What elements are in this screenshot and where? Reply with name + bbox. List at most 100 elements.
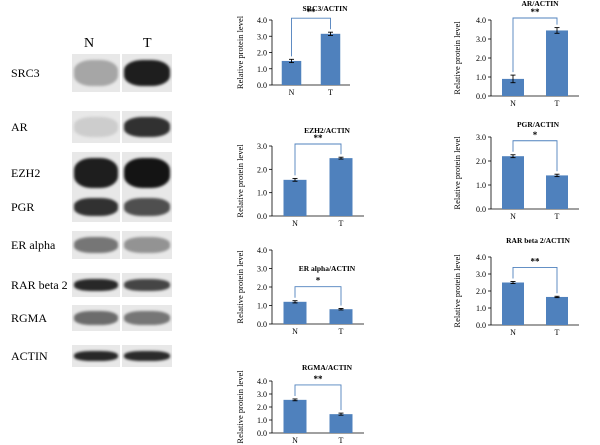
bar-chart: EZH2/ACTIN Relative protein level 0.0 1.0 2.… <box>235 126 364 228</box>
bar-chart: PGR/ACTIN Relative protein level 0.0 1.0 2.0… <box>452 120 579 221</box>
blot-strip <box>72 192 120 222</box>
y-tick-label: 2.0 <box>257 49 267 58</box>
blot-band <box>74 279 118 291</box>
lane-header-n: N <box>84 36 95 51</box>
blot-band <box>124 351 170 361</box>
blot-band <box>74 351 118 361</box>
y-tick-label: 2.0 <box>476 287 486 296</box>
bar-chart: RAR beta 2/ACTIN Relative protein level 0.… <box>452 236 579 337</box>
y-tick-label: 2.0 <box>476 54 486 63</box>
y-tick-label: 1.0 <box>257 189 267 198</box>
blot-strip <box>122 345 172 367</box>
significance-label: * <box>316 276 321 286</box>
chart-title: ER alpha/ACTIN <box>299 264 356 273</box>
x-tick-label: N <box>292 327 298 336</box>
bar-n <box>502 156 524 209</box>
y-tick-label: 2.0 <box>257 165 267 174</box>
y-tick-label: 3.0 <box>257 32 267 41</box>
y-tick-label: 1.0 <box>257 65 267 74</box>
significance-label: * <box>533 130 538 140</box>
blot-strip <box>72 152 120 194</box>
blot-band <box>74 60 118 86</box>
y-tick-label: 1.0 <box>476 304 486 313</box>
x-tick-label: N <box>510 212 516 221</box>
bar-n <box>502 282 524 325</box>
x-tick-label: T <box>555 99 560 108</box>
y-tick-label: 0.0 <box>476 321 486 330</box>
bar-t <box>546 30 568 97</box>
blot-strip <box>122 54 172 92</box>
blot-label: AR <box>11 120 28 134</box>
bar-t <box>546 296 568 325</box>
significance-label: ** <box>531 7 541 17</box>
blot-strip <box>72 54 120 92</box>
bar-t <box>329 414 353 433</box>
bar-chart: RGMA/ACTIN Relative protein level 0.0 1.0 2.… <box>235 363 364 445</box>
y-tick-label: 4.0 <box>257 377 267 386</box>
chart-title: EZH2/ACTIN <box>304 126 350 135</box>
y-tick-label: 3.0 <box>257 390 267 399</box>
significance-label: ** <box>307 7 317 17</box>
chart-title: AR/ACTIN <box>521 0 559 8</box>
chart-title: RGMA/ACTIN <box>302 363 353 372</box>
y-tick-label: 2.0 <box>257 403 267 412</box>
y-axis-label: Relative protein level <box>452 136 462 210</box>
bar-t <box>320 33 341 85</box>
significance-bracket <box>512 140 558 172</box>
blot-label: RAR beta 2 <box>11 278 68 292</box>
y-tick-label: 3.0 <box>257 142 267 151</box>
blot-band <box>124 158 170 188</box>
y-tick-label: 0.0 <box>257 81 267 90</box>
blot-label: EZH2 <box>11 166 41 180</box>
y-axis-label: Relative protein level <box>452 21 462 95</box>
x-tick-label: T <box>555 212 560 221</box>
blot-band <box>74 117 118 137</box>
y-tick-label: 4.0 <box>257 16 267 25</box>
blot-strip <box>122 111 172 143</box>
blot-strip <box>72 345 120 367</box>
blot-band <box>124 237 170 253</box>
x-tick-label: N <box>292 436 298 445</box>
blot-band <box>74 311 118 325</box>
blot-strip <box>122 273 172 297</box>
blot-band <box>74 237 118 253</box>
x-tick-label: T <box>339 219 344 228</box>
y-tick-label: 3.0 <box>257 265 267 274</box>
significance-bracket <box>294 384 342 411</box>
significance-bracket <box>512 267 558 294</box>
y-axis-label: Relative protein level <box>235 370 245 444</box>
x-tick-label: N <box>510 328 516 337</box>
bar-n <box>502 78 524 96</box>
y-tick-label: 1.0 <box>257 416 267 425</box>
bar-chart: SRC3/ACTIN Relative protein level 0.0 1.0 2.… <box>235 4 350 97</box>
bar-t <box>546 175 568 209</box>
x-tick-label: T <box>339 327 344 336</box>
x-tick-label: N <box>289 88 295 97</box>
y-tick-label: 0.0 <box>476 205 486 214</box>
blot-strip <box>122 192 172 222</box>
y-tick-label: 4.0 <box>476 253 486 262</box>
blot-label: SRC3 <box>11 66 40 80</box>
blot-band <box>124 279 170 291</box>
y-tick-label: 0.0 <box>257 429 267 438</box>
y-tick-label: 2.0 <box>476 157 486 166</box>
bar-chart: AR/ACTIN Relative protein level 0.0 1.0 2.0 3… <box>452 0 579 108</box>
x-tick-label: N <box>292 219 298 228</box>
blot-strip <box>122 152 172 194</box>
significance-bracket <box>294 286 342 306</box>
blot-strip <box>72 305 120 331</box>
significance-bracket <box>512 17 558 73</box>
y-tick-label: 1.0 <box>476 73 486 82</box>
y-tick-label: 0.0 <box>257 212 267 221</box>
y-tick-label: 4.0 <box>476 16 486 25</box>
y-tick-label: 3.0 <box>476 270 486 279</box>
significance-label: ** <box>531 256 541 266</box>
y-axis-label: Relative protein level <box>452 254 462 328</box>
y-tick-label: 0.0 <box>257 320 267 329</box>
y-tick-label: 4.0 <box>257 246 267 255</box>
blot-band <box>124 311 170 325</box>
bar-n <box>283 179 307 216</box>
blot-strip <box>122 305 172 331</box>
